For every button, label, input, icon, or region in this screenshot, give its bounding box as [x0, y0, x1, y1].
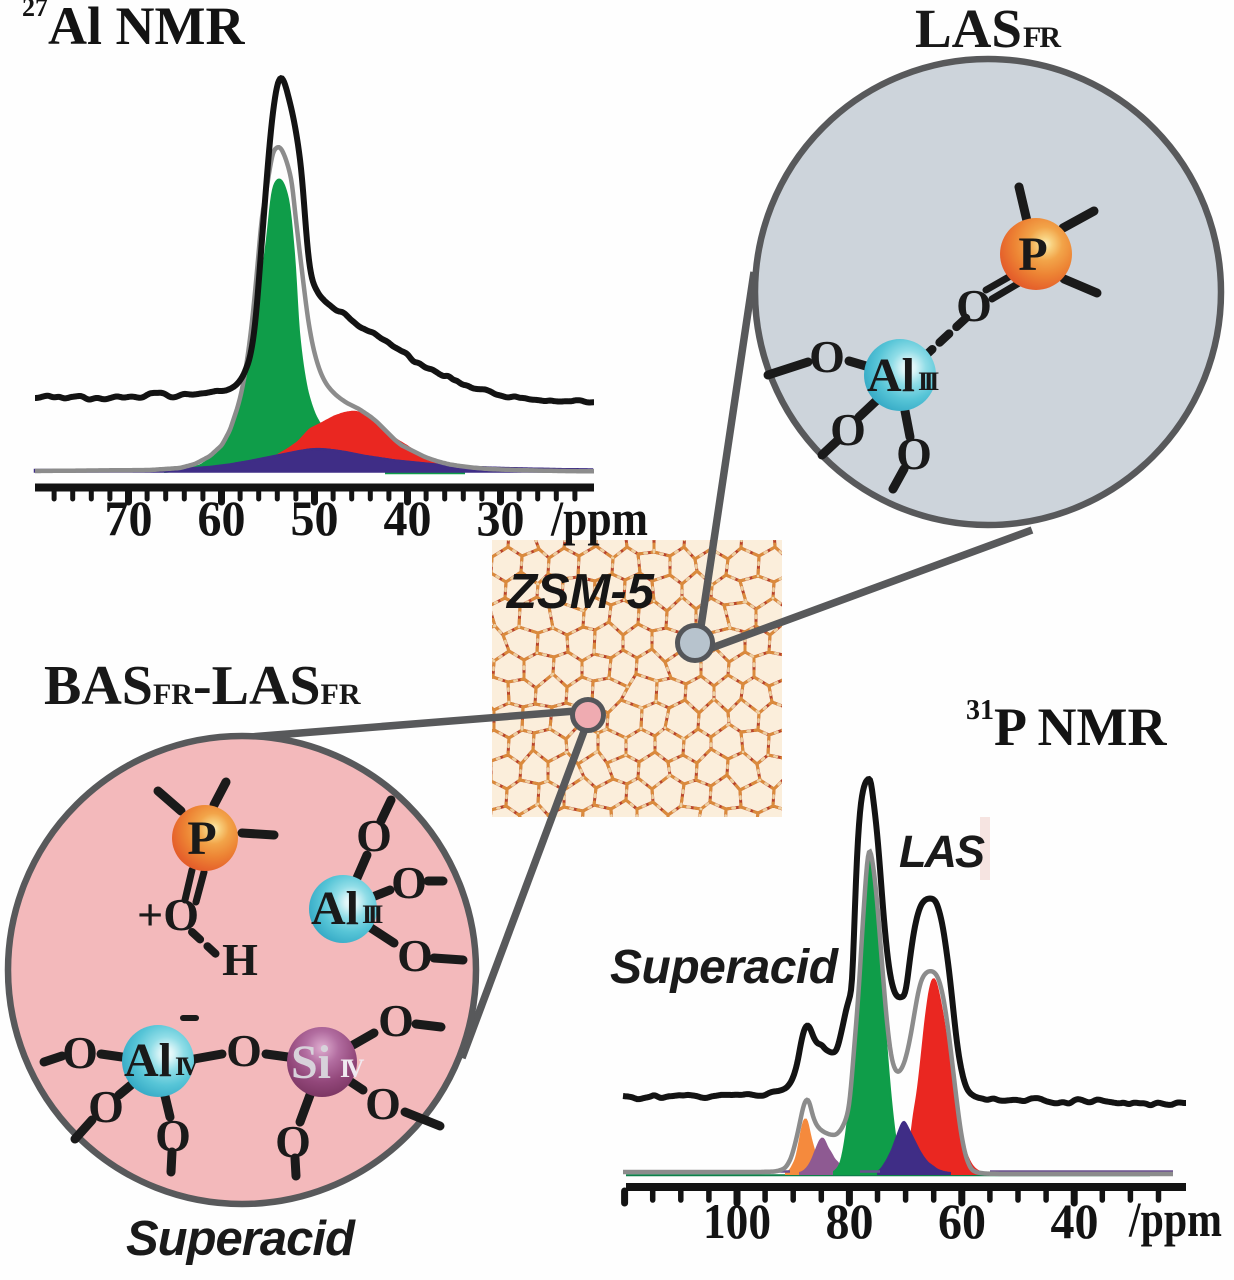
svg-text:30: 30: [477, 490, 525, 546]
svg-text:O: O: [275, 1116, 311, 1167]
svg-text:Si: Si: [291, 1036, 331, 1089]
svg-text:100: 100: [703, 1193, 771, 1249]
svg-text:O: O: [378, 995, 414, 1046]
svg-text:40: 40: [1051, 1193, 1099, 1249]
svg-text:31P NMR: 31P NMR: [966, 695, 1167, 757]
svg-text:O: O: [896, 428, 932, 479]
svg-text:Al: Al: [124, 1034, 172, 1087]
svg-text:O: O: [397, 930, 433, 981]
svg-text:Superacid: Superacid: [126, 1212, 356, 1266]
svg-text:/ppm: /ppm: [1128, 1191, 1222, 1247]
svg-text:BASFR-LASFR: BASFR-LASFR: [44, 655, 361, 717]
svg-text:Al: Al: [311, 882, 359, 935]
svg-text:27Al NMR: 27Al NMR: [22, 0, 245, 56]
svg-text:P: P: [1018, 228, 1047, 281]
svg-text:50: 50: [291, 490, 339, 546]
svg-text:60: 60: [938, 1193, 986, 1249]
svg-text:+O: +O: [137, 889, 199, 940]
svg-text:60: 60: [198, 490, 246, 546]
svg-text:P: P: [187, 812, 216, 865]
svg-text:ZSM-5: ZSM-5: [505, 565, 655, 619]
svg-text:40: 40: [384, 490, 432, 546]
svg-text:70: 70: [105, 490, 153, 546]
svg-text:O: O: [809, 331, 845, 382]
svg-text:80: 80: [826, 1193, 874, 1249]
svg-text:O: O: [956, 280, 992, 331]
svg-text:LAS: LAS: [899, 826, 985, 877]
svg-text:O: O: [226, 1025, 262, 1076]
svg-text:LAS: LAS: [915, 0, 1022, 59]
svg-text:O: O: [356, 810, 392, 861]
svg-text:O: O: [391, 857, 427, 908]
svg-text:O: O: [365, 1078, 401, 1129]
svg-text:O: O: [62, 1027, 98, 1078]
svg-text:H: H: [222, 934, 258, 985]
svg-text:FR: FR: [1023, 21, 1061, 54]
svg-text:Superacid: Superacid: [610, 941, 840, 994]
svg-text:/ppm: /ppm: [550, 490, 648, 546]
svg-text:O: O: [155, 1110, 191, 1161]
svg-text:O: O: [830, 404, 866, 455]
svg-text:Al: Al: [867, 349, 915, 402]
svg-text:O: O: [88, 1081, 124, 1132]
